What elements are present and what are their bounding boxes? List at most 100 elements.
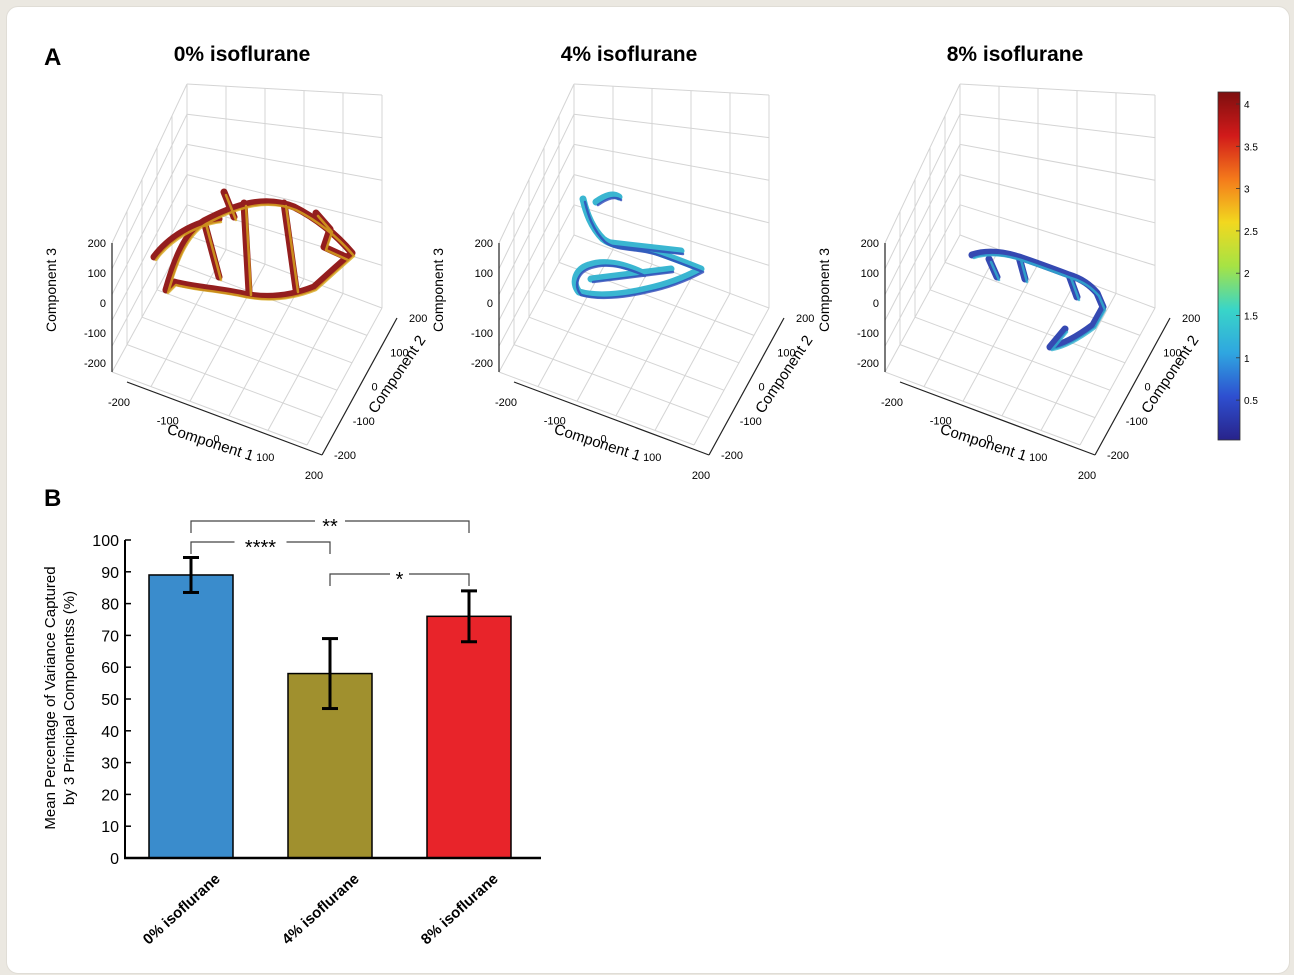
- colorbar-tick-label: 0.5: [1244, 396, 1258, 407]
- y-tick-label: 0: [759, 382, 765, 394]
- significance-label: *: [396, 569, 404, 591]
- bar: [148, 574, 234, 859]
- y-tick-label: 100: [92, 533, 119, 550]
- x-tick-label: 100: [256, 452, 274, 464]
- colorbar: 4 3.5 3 2.5 2 1.5 1 0.5: [1217, 91, 1258, 441]
- bar: [426, 615, 512, 859]
- x-axis-label: Component 1: [938, 421, 1029, 465]
- panel-b-label: B: [44, 485, 61, 512]
- pca-plot-4-percent: 4% isoflurane 200 100 0 -100 -200 -200 -100 0 10…: [430, 43, 816, 482]
- y-axis-label: Component 2: [752, 332, 816, 416]
- y-tick-label: 200: [796, 313, 814, 325]
- y-tick-label: 30: [101, 756, 119, 773]
- pca-plot-0-percent: 0% isoflurane 200 100 0 -100 -200 -200 -100 0 10…: [43, 43, 429, 482]
- y-tick-label: 40: [101, 724, 119, 741]
- x-axis-label: Component 1: [165, 421, 256, 465]
- z-tick-label: -100: [471, 328, 493, 340]
- axes-box: [884, 83, 1171, 456]
- z-tick-label: 200: [861, 238, 879, 250]
- trajectory: [571, 191, 705, 300]
- significance-label: **: [322, 516, 338, 538]
- colorbar-tick-label: 2: [1244, 269, 1250, 280]
- y-tick-label: 200: [1182, 313, 1200, 325]
- x-category-label: 0% isoflurane: [140, 870, 224, 948]
- y-axis-label-line1: Mean Percentage of Variance Captured: [42, 566, 59, 829]
- x-tick-label: -200: [495, 397, 517, 409]
- x-axis-label: Component 1: [552, 421, 643, 465]
- z-tick-label: 200: [88, 238, 106, 250]
- axes-box: [111, 83, 398, 456]
- x-tick-label: -200: [881, 397, 903, 409]
- trajectory: [150, 188, 356, 301]
- plot-title: 0% isoflurane: [174, 43, 311, 66]
- y-tick-label: -100: [353, 416, 375, 428]
- x-tick-label: 200: [692, 470, 710, 482]
- significance-label-bg: [234, 534, 287, 548]
- panel-a-label: A: [44, 44, 61, 71]
- colorbar-tick-label: 3.5: [1244, 142, 1258, 153]
- z-tick-label: 0: [487, 298, 493, 310]
- colorbar-tick-label: 4: [1244, 100, 1250, 111]
- y-tick-label: -200: [1107, 450, 1129, 462]
- x-tick-label: 200: [1078, 470, 1096, 482]
- x-tick-label: 0: [600, 434, 606, 446]
- y-tick-label: 60: [101, 660, 119, 677]
- y-tick-label: 100: [777, 347, 795, 359]
- x-tick-label: 0: [986, 434, 992, 446]
- figure-card: A 0% isoflurane 200 100 0 -100 -200 -200 -100 0…: [6, 6, 1290, 974]
- y-tick-label: 20: [101, 787, 119, 804]
- z-tick-label: 0: [873, 298, 879, 310]
- plot-title: 4% isoflurane: [561, 43, 698, 66]
- pca-plot-8-percent: 8% isoflurane 200 100 0 -100 -200 -200 -100 0 10…: [816, 43, 1202, 482]
- significance-label: ****: [245, 537, 276, 559]
- y-tick-label: 50: [101, 692, 119, 709]
- x-category-label: 4% isoflurane: [279, 870, 363, 948]
- y-tick-label: 90: [101, 565, 119, 582]
- x-tick-label: 100: [1029, 452, 1047, 464]
- z-tick-label: -100: [84, 328, 106, 340]
- x-tick-label: -100: [157, 415, 179, 427]
- colorbar-tick-label: 3: [1244, 185, 1250, 196]
- z-tick-label: -200: [857, 358, 879, 370]
- y-tick-label: 200: [409, 313, 427, 325]
- colorbar-tick-label: 1.5: [1244, 312, 1258, 323]
- y-axis-label: Component 2: [1138, 332, 1202, 416]
- y-tick-label: 80: [101, 597, 119, 614]
- y-tick-label: -100: [1126, 416, 1148, 428]
- colorbar-tick-label: 1: [1244, 354, 1250, 365]
- z-axis-label: Component 3: [816, 248, 832, 332]
- significance-label-bg: [315, 513, 345, 527]
- z-tick-label: -200: [84, 358, 106, 370]
- y-tick-label: 0: [372, 382, 378, 394]
- x-category-label: 8% isoflurane: [418, 870, 502, 948]
- x-tick-label: -200: [108, 397, 130, 409]
- y-tick-label: 0: [1145, 382, 1151, 394]
- z-tick-label: -100: [857, 328, 879, 340]
- z-tick-label: -200: [471, 358, 493, 370]
- x-tick-label: 100: [643, 452, 661, 464]
- trajectory: [968, 248, 1107, 352]
- x-tick-label: 0: [213, 434, 219, 446]
- z-axis-label: Component 3: [43, 248, 59, 332]
- y-tick-label: -200: [334, 450, 356, 462]
- axes-box: [498, 83, 785, 456]
- colorbar-gradient: [1217, 91, 1241, 441]
- z-tick-label: 100: [861, 268, 879, 280]
- y-axis-label-line2: by 3 Principal Componentss (%): [61, 591, 78, 805]
- y-tick-label: 0: [110, 851, 119, 868]
- x-tick-label: -100: [930, 415, 952, 427]
- z-axis-label: Component 3: [430, 248, 446, 332]
- y-axis-label: Component 2: [365, 332, 429, 416]
- bar-chart: Mean Percentage of Variance Captured by …: [42, 513, 541, 948]
- z-tick-label: 200: [475, 238, 493, 250]
- plot-title: 8% isoflurane: [947, 43, 1084, 66]
- x-tick-label: 200: [305, 470, 323, 482]
- y-tick-label: -200: [721, 450, 743, 462]
- x-tick-label: -100: [544, 415, 566, 427]
- colorbar-tick-label: 2.5: [1244, 227, 1258, 238]
- y-tick-label: 100: [390, 347, 408, 359]
- significance-label-bg: [390, 566, 409, 580]
- z-tick-label: 0: [100, 298, 106, 310]
- figure-canvas: A 0% isoflurane 2001000-100-200-200-1000…: [42, 43, 1258, 948]
- y-tick-label: 100: [1163, 347, 1181, 359]
